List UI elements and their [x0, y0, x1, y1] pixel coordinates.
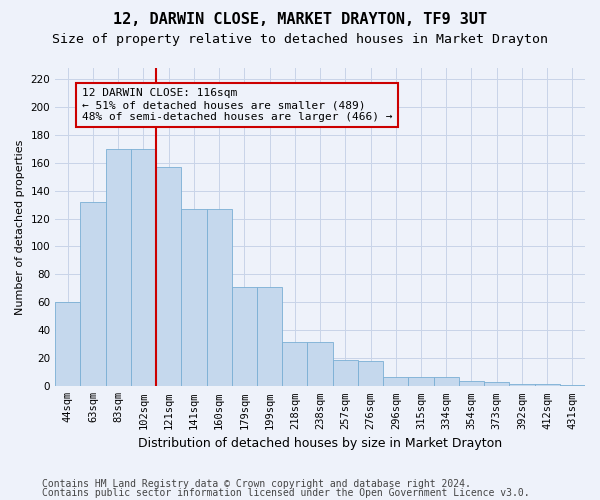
- Bar: [459, 380, 484, 386]
- Bar: [206, 208, 232, 386]
- Bar: [106, 148, 131, 386]
- Text: Size of property relative to detached houses in Market Drayton: Size of property relative to detached ho…: [52, 32, 548, 46]
- X-axis label: Distribution of detached houses by size in Market Drayton: Distribution of detached houses by size …: [138, 437, 502, 450]
- Text: 12 DARWIN CLOSE: 116sqm
← 51% of detached houses are smaller (489)
48% of semi-d: 12 DARWIN CLOSE: 116sqm ← 51% of detache…: [82, 88, 392, 122]
- Bar: [282, 342, 307, 386]
- Bar: [484, 382, 509, 386]
- Bar: [80, 202, 106, 386]
- Bar: [535, 384, 560, 386]
- Bar: [434, 376, 459, 386]
- Bar: [131, 148, 156, 386]
- Bar: [560, 385, 585, 386]
- Bar: [409, 376, 434, 386]
- Bar: [181, 208, 206, 386]
- Text: Contains HM Land Registry data © Crown copyright and database right 2024.: Contains HM Land Registry data © Crown c…: [42, 479, 471, 489]
- Bar: [55, 302, 80, 386]
- Bar: [156, 167, 181, 386]
- Bar: [383, 376, 409, 386]
- Text: 12, DARWIN CLOSE, MARKET DRAYTON, TF9 3UT: 12, DARWIN CLOSE, MARKET DRAYTON, TF9 3U…: [113, 12, 487, 28]
- Bar: [232, 287, 257, 386]
- Bar: [307, 342, 332, 386]
- Bar: [509, 384, 535, 386]
- Bar: [358, 361, 383, 386]
- Y-axis label: Number of detached properties: Number of detached properties: [15, 139, 25, 314]
- Bar: [257, 287, 282, 386]
- Bar: [332, 360, 358, 386]
- Text: Contains public sector information licensed under the Open Government Licence v3: Contains public sector information licen…: [42, 488, 530, 498]
